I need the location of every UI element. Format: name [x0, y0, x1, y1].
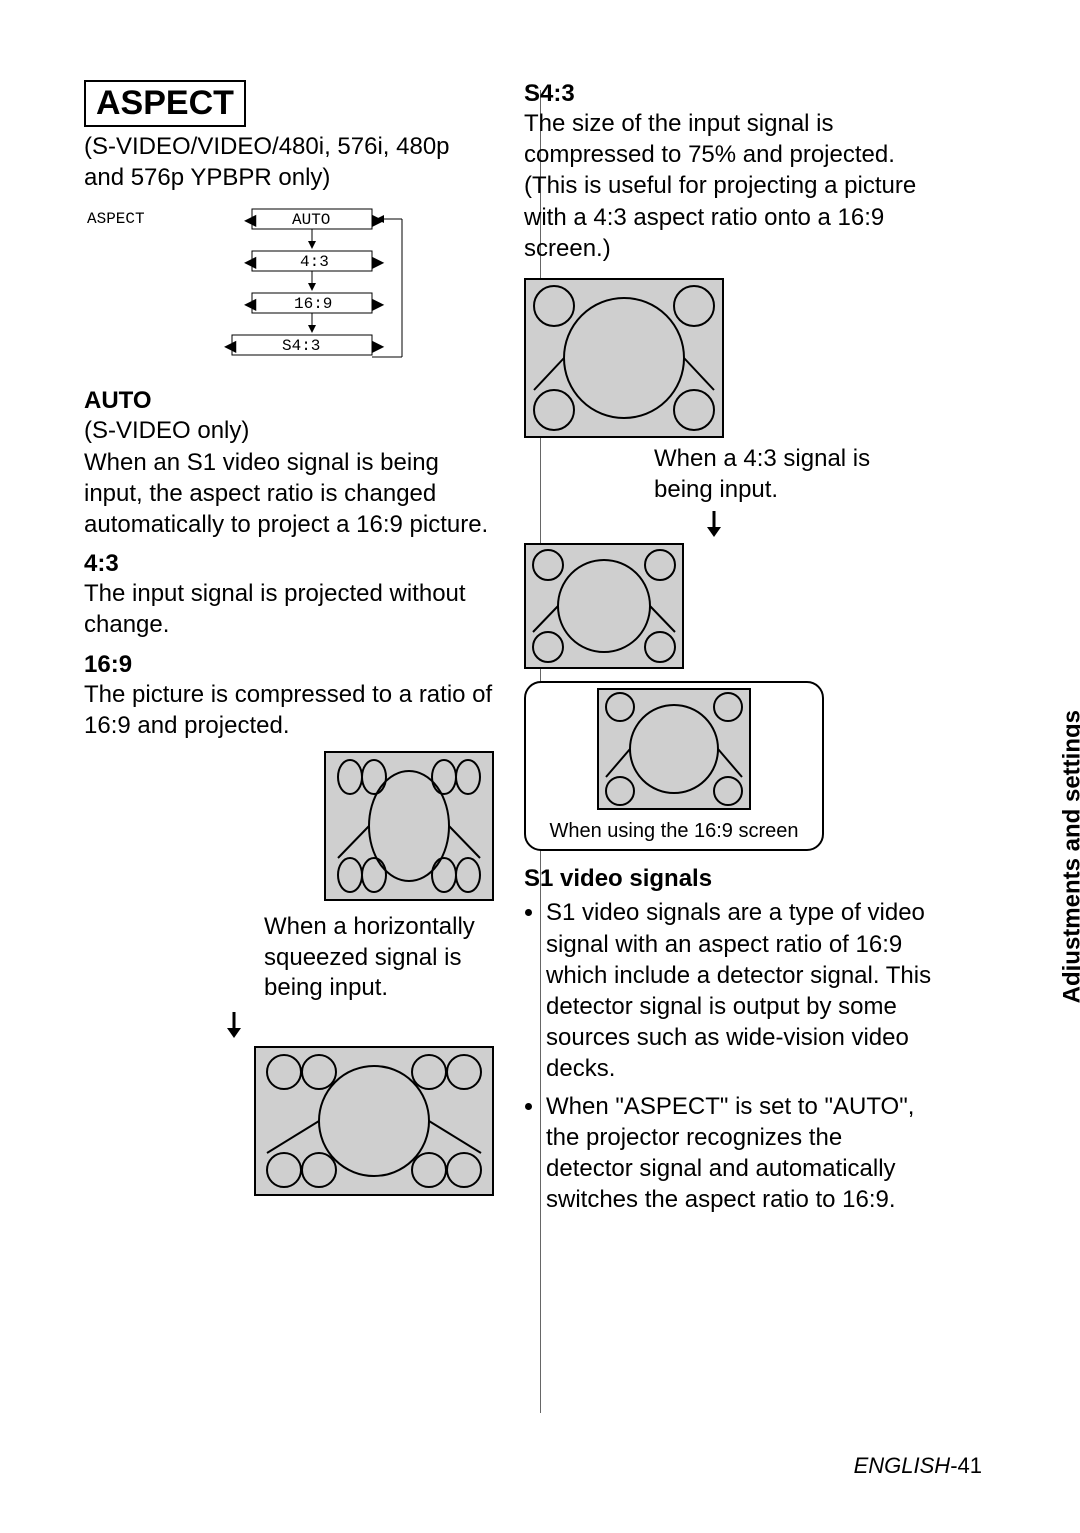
section-title: ASPECT: [96, 84, 234, 122]
svg-text:ASPECT: ASPECT: [87, 210, 145, 228]
r43-heading: 4:3: [84, 550, 494, 578]
s43-body: The size of the input signal is compress…: [524, 108, 934, 264]
svg-text:When using the 16:9 screen: When using the 16:9 screen: [549, 820, 798, 842]
fig-169-after: [84, 1046, 494, 1201]
svg-text:◀: ◀: [244, 254, 257, 272]
subtitle-line2: and 576p YPBPR only): [84, 164, 330, 191]
svg-text:◀: ◀: [244, 212, 257, 230]
page-content: ASPECT (S-VIDEO/VIDEO/480i, 576i, 480p a…: [0, 0, 1080, 1261]
svg-text:16:9: 16:9: [294, 295, 332, 313]
section-subtitle: (S-VIDEO/VIDEO/480i, 576i, 480p and 576p…: [84, 131, 494, 193]
fig-169-before: [84, 751, 494, 906]
svg-text:▶: ▶: [372, 254, 385, 272]
aspect-menu-diagram: .m { font-family: 'Courier New', monospa…: [84, 207, 494, 377]
subtitle-line1: (S-VIDEO/VIDEO/480i, 576i, 480p: [84, 133, 450, 160]
footer-lang: ENGLISH: [854, 1453, 951, 1478]
r169-heading: 16:9: [84, 651, 494, 679]
arrow-down-1: [84, 1012, 494, 1038]
svg-text:▶: ▶: [372, 296, 385, 314]
svg-text:◀: ◀: [244, 296, 257, 314]
page-footer: ENGLISH-41: [854, 1453, 982, 1479]
r169-body: The picture is compressed to a ratio of …: [84, 679, 494, 741]
s1-bullet-2: When "ASPECT" is set to "AUTO", the proj…: [546, 1091, 934, 1216]
s1-heading: S1 video signals: [524, 865, 934, 893]
svg-text:▶: ▶: [372, 338, 385, 356]
section-title-box: ASPECT: [84, 80, 246, 127]
arrow-down-2: [524, 511, 934, 537]
left-column: ASPECT (S-VIDEO/VIDEO/480i, 576i, 480p a…: [84, 80, 494, 1221]
svg-text:◀: ◀: [224, 338, 237, 356]
fig-169-caption1: When a horizontally squeezed signal is b…: [84, 912, 494, 1004]
r43-body: The input signal is projected without ch…: [84, 578, 494, 640]
fig-s43-3: When using the 16:9 screen: [524, 681, 934, 851]
svg-text:AUTO: AUTO: [292, 211, 330, 229]
fig-s43-2: [524, 543, 934, 669]
fig-s43-1: [524, 278, 934, 438]
auto-sub: (S-VIDEO only): [84, 415, 494, 446]
svg-text:S4:3: S4:3: [282, 337, 320, 355]
fig-s43-caption1: When a 4:3 signal is being input.: [524, 444, 934, 505]
s1-bullet-1: S1 video signals are a type of video sig…: [546, 897, 934, 1084]
auto-heading: AUTO: [84, 387, 494, 415]
right-column: S4:3 The size of the input signal is com…: [524, 80, 934, 1221]
auto-body: When an S1 video signal is being input, …: [84, 447, 494, 541]
s43-heading: S4:3: [524, 80, 934, 108]
s1-bullets: S1 video signals are a type of video sig…: [524, 897, 934, 1215]
side-label: Adjustments and settings: [1058, 710, 1080, 1003]
footer-page: -41: [950, 1453, 982, 1478]
svg-text:4:3: 4:3: [300, 253, 329, 271]
